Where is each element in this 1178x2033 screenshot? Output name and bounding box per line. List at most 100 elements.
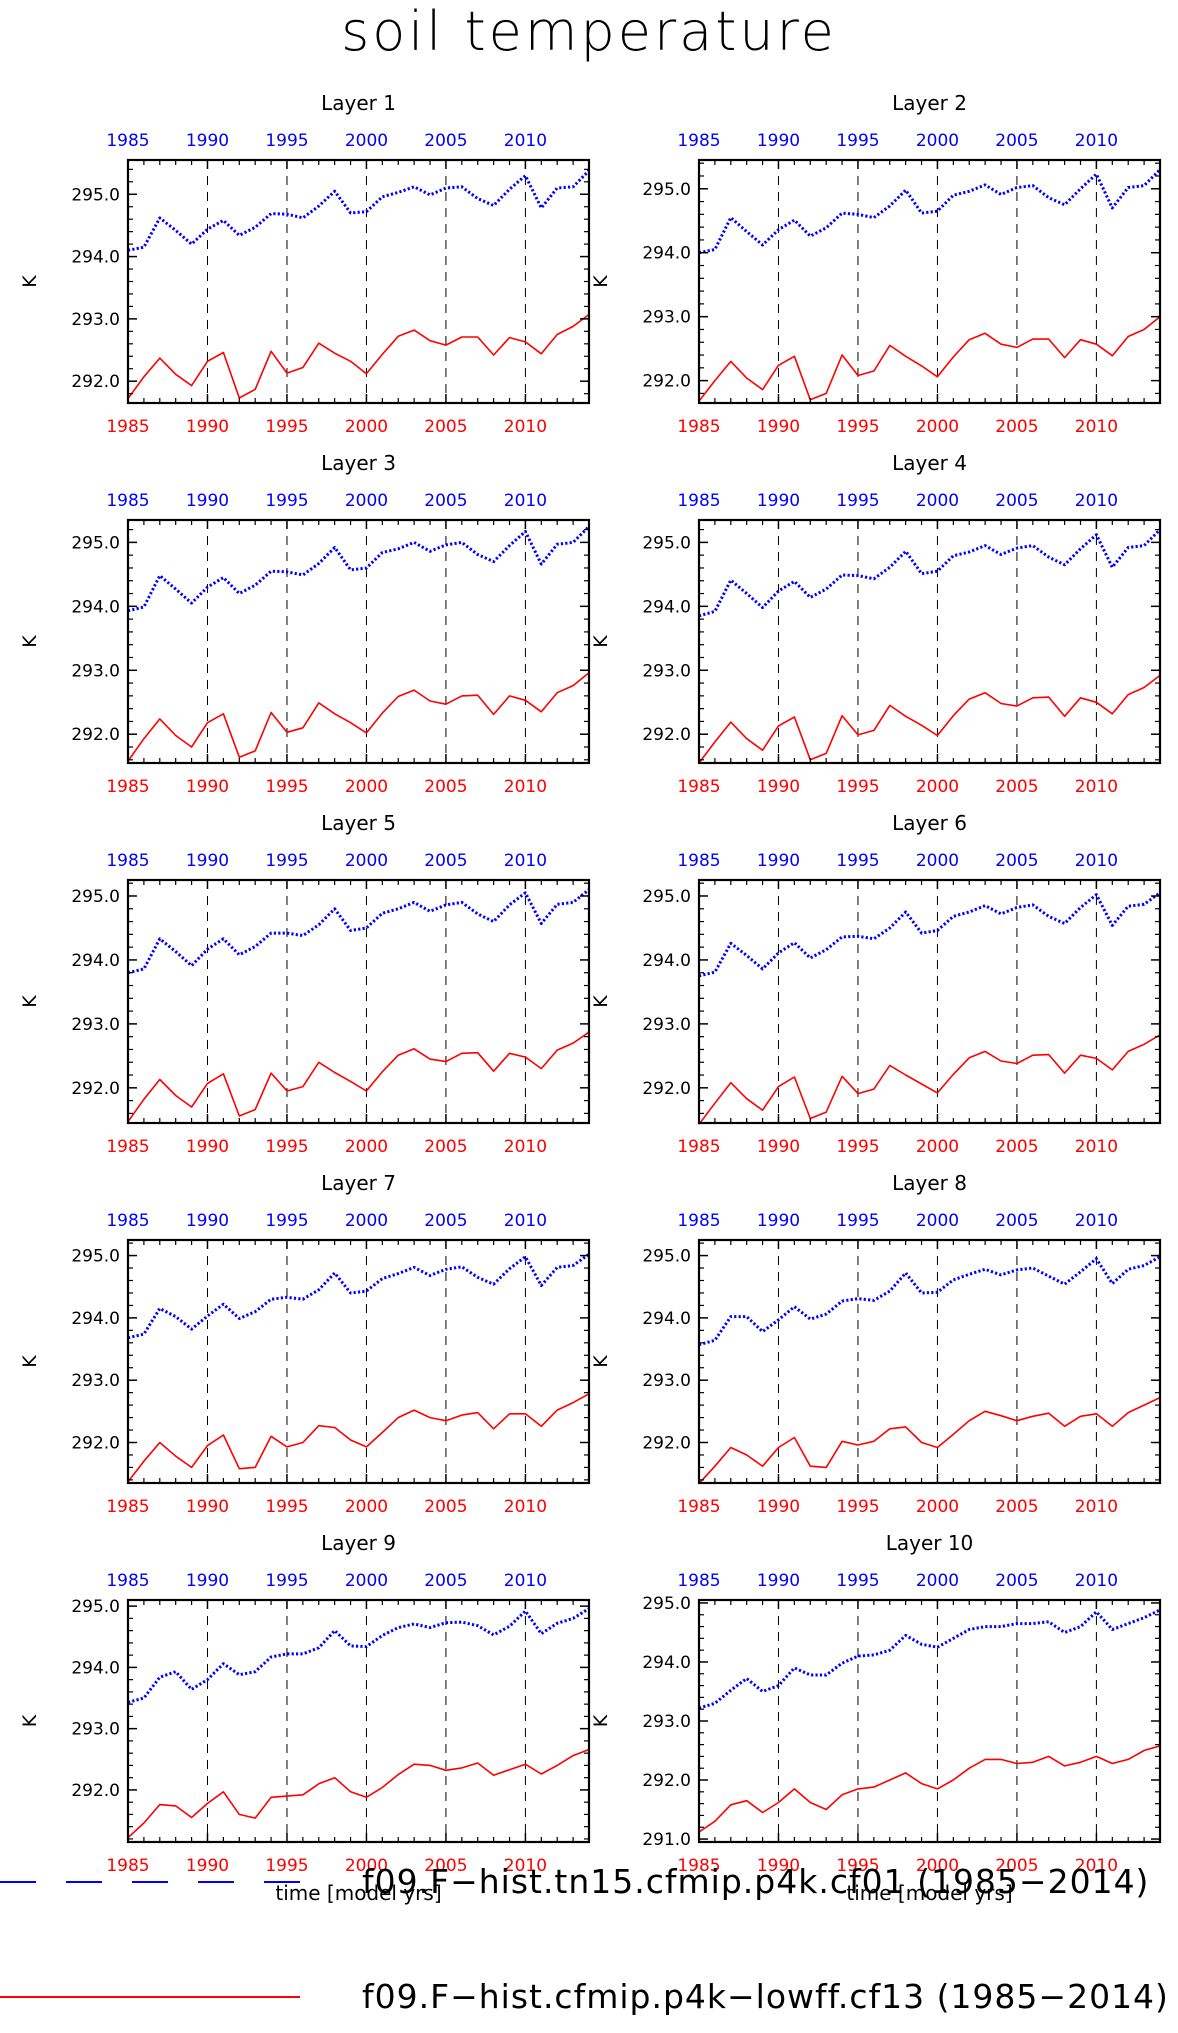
panel-8-top-tick-label: 1995: [836, 1211, 879, 1231]
panel-4-ytick-label: 294.0: [642, 597, 691, 617]
panel-10-ytick-label: 292.0: [642, 1771, 691, 1791]
panel-6-top-tick-label: 1990: [757, 851, 800, 871]
panel-1-bottom-tick-label: 2005: [424, 417, 467, 437]
panel-6-bottom-tick-label: 1990: [757, 1137, 800, 1157]
panel-7-top-tick-label: 1985: [106, 1211, 149, 1231]
panel-5-ytick-label: 294.0: [71, 951, 120, 971]
panel-1-top-tick-label: 1990: [186, 131, 229, 151]
panel-8-ylabel: K: [590, 1355, 612, 1368]
panel-8-top-tick-label: 1990: [757, 1211, 800, 1231]
panel-1-bottom-tick-label: 1995: [265, 417, 308, 437]
panel-9-top-tick-label: 2000: [345, 1571, 388, 1591]
panel-6-bottom-tick-label: 1995: [836, 1137, 879, 1157]
panel-6-bottom-tick-label: 2000: [916, 1137, 959, 1157]
panel-3-bottom-tick-label: 2010: [504, 777, 547, 797]
panel-5-bottom-tick-label: 2000: [345, 1137, 388, 1157]
panel-2-ytick-label: 294.0: [642, 244, 691, 264]
panel-8-top-tick-label: 2010: [1075, 1211, 1118, 1231]
panel-4-top-tick-label: 2000: [916, 491, 959, 511]
panel-3-ytick-label: 292.0: [71, 725, 120, 745]
panel-10-title: Layer 10: [886, 1531, 974, 1555]
panel-4-title: Layer 4: [892, 451, 967, 475]
panel-4-bottom-tick-label: 1985: [677, 777, 720, 797]
panel-8-series-2-line: [698, 1396, 1161, 1485]
panel-1-bottom-tick-label: 1990: [186, 417, 229, 437]
panel-1-ylabel: K: [19, 275, 41, 288]
panel-3-top-tick-label: 2005: [424, 491, 467, 511]
panel-6-top-tick-label: 2005: [995, 851, 1038, 871]
panel-8-bottom-tick-label: 1990: [757, 1497, 800, 1517]
panel-3-series-2-line: [127, 672, 590, 762]
panel-2-bottom-tick-label: 1995: [836, 417, 879, 437]
panel-4-ytick-label: 292.0: [642, 725, 691, 745]
panel-8-bottom-tick-label: 1985: [677, 1497, 720, 1517]
panel-7-top-tick-label: 1995: [265, 1211, 308, 1231]
panel-8-ytick-label: 294.0: [642, 1309, 691, 1329]
panel-6-top-tick-label: 1995: [836, 851, 879, 871]
panel-9-ytick-label: 295.0: [71, 1597, 120, 1617]
panel-6-ytick-label: 294.0: [642, 951, 691, 971]
panel-5-series-1-line: [127, 888, 590, 975]
panel-6-ytick-label: 293.0: [642, 1015, 691, 1035]
panel-5-top-tick-label: 2000: [345, 851, 388, 871]
panel-3-ytick-label: 293.0: [71, 661, 120, 681]
panel-2-top-tick-label: 1995: [836, 131, 879, 151]
panel-3-top-tick-label: 1990: [186, 491, 229, 511]
panel-3-top-tick-label: 2010: [504, 491, 547, 511]
panel-10-ytick-label: 293.0: [642, 1712, 691, 1732]
panel-5-ylabel: K: [19, 995, 41, 1008]
panel-10-bottom-tick-label: 2000: [916, 1856, 959, 1876]
panel-10-top-tick-label: 1985: [677, 1571, 720, 1591]
panel-8-series-1-line: [698, 1255, 1161, 1347]
panel-10-bottom-tick-label: 2005: [995, 1856, 1038, 1876]
panel-4-ytick-label: 293.0: [642, 661, 691, 681]
panel-6-ytick-label: 292.0: [642, 1079, 691, 1099]
panel-10-bottom-tick-label: 1995: [836, 1856, 879, 1876]
panel-4-frame: [697, 518, 1162, 765]
panel-1-top-tick-label: 1985: [106, 131, 149, 151]
panel-3-bottom-tick-label: 1995: [265, 777, 308, 797]
panel-2-top-tick-label: 1990: [757, 131, 800, 151]
panel-1-top-tick-label: 2005: [424, 131, 467, 151]
panel-2-frame: [697, 158, 1162, 405]
panel-10-xlabel: time [model yrs]: [846, 1881, 1012, 1905]
panel-9-bottom-tick-label: 1995: [265, 1856, 308, 1876]
panel-10-bottom-tick-label: 1985: [677, 1856, 720, 1876]
panel-8-ytick-label: 293.0: [642, 1371, 691, 1391]
panel-5-ytick-label: 292.0: [71, 1079, 120, 1099]
panel-9-bottom-tick-label: 2010: [504, 1856, 547, 1876]
panel-6-frame: [697, 878, 1162, 1125]
panel-8-top-tick-label: 2000: [916, 1211, 959, 1231]
panel-2-top-tick-label: 2010: [1075, 131, 1118, 151]
panel-4-bottom-tick-label: 2010: [1075, 777, 1118, 797]
legend-label-exp1: f09.F−hist.tn15.cfmip.p4k.cf01 (1985−201…: [362, 1862, 1150, 1901]
panel-10-top-tick-label: 1995: [836, 1571, 879, 1591]
panel-5-bottom-tick-label: 1995: [265, 1137, 308, 1157]
panel-9-series-1-line: [127, 1607, 590, 1704]
panel-2-series-1-line: [698, 168, 1162, 255]
panel-10-top-tick-label: 2000: [916, 1571, 959, 1591]
panel-4-top-tick-label: 1990: [757, 491, 800, 511]
panel-4-series-1-line: [698, 528, 1162, 618]
panel-6-title: Layer 6: [892, 811, 967, 835]
panel-1-series-1-line: [127, 169, 591, 252]
panel-2-bottom-tick-label: 1990: [757, 417, 800, 437]
panel-5-bottom-tick-label: 1990: [186, 1137, 229, 1157]
panel-3-top-tick-label: 1995: [265, 491, 308, 511]
panel-5-title: Layer 5: [321, 811, 396, 835]
panel-5-top-tick-label: 2010: [504, 851, 547, 871]
panel-4-series-2-line: [698, 674, 1161, 764]
panel-10-series-1-line: [698, 1608, 1161, 1710]
panel-8-top-tick-label: 1985: [677, 1211, 720, 1231]
panel-4-bottom-tick-label: 2005: [995, 777, 1038, 797]
panel-8-ytick-label: 292.0: [642, 1434, 691, 1454]
panel-9-bottom-tick-label: 2000: [345, 1856, 388, 1876]
panel-8-bottom-tick-label: 2005: [995, 1497, 1038, 1517]
panel-3-ylabel: K: [19, 635, 41, 648]
panel-3-title: Layer 3: [321, 451, 396, 475]
panel-7-bottom-tick-label: 1985: [106, 1497, 149, 1517]
panel-10-ytick-label: 291.0: [642, 1830, 691, 1850]
panel-2-bottom-tick-label: 2005: [995, 417, 1038, 437]
panel-6-top-tick-label: 2000: [916, 851, 959, 871]
